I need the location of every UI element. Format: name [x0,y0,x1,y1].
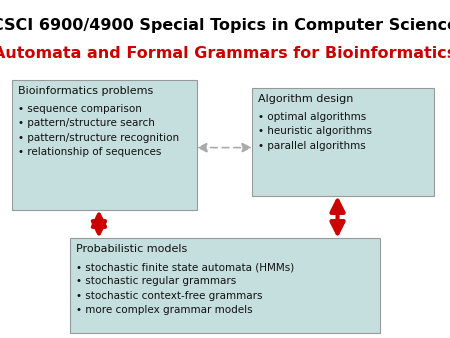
Text: Automata and Formal Grammars for Bioinformatics: Automata and Formal Grammars for Bioinfo… [0,46,450,61]
Text: • sequence comparison
• pattern/structure search
• pattern/structure recognition: • sequence comparison • pattern/structur… [18,104,179,157]
Text: Algorithm design: Algorithm design [258,94,353,104]
Text: • stochastic finite state automata (HMMs)
• stochastic regular grammars
• stocha: • stochastic finite state automata (HMMs… [76,262,294,315]
Text: CSCI 6900/4900 Special Topics in Computer Science: CSCI 6900/4900 Special Topics in Compute… [0,18,450,33]
Text: Probabilistic models: Probabilistic models [76,244,187,254]
FancyBboxPatch shape [252,88,434,196]
FancyBboxPatch shape [70,238,380,333]
Text: Bioinformatics problems: Bioinformatics problems [18,86,153,96]
FancyBboxPatch shape [12,80,197,210]
Text: • optimal algorithms
• heuristic algorithms
• parallel algorithms: • optimal algorithms • heuristic algorit… [258,112,372,151]
